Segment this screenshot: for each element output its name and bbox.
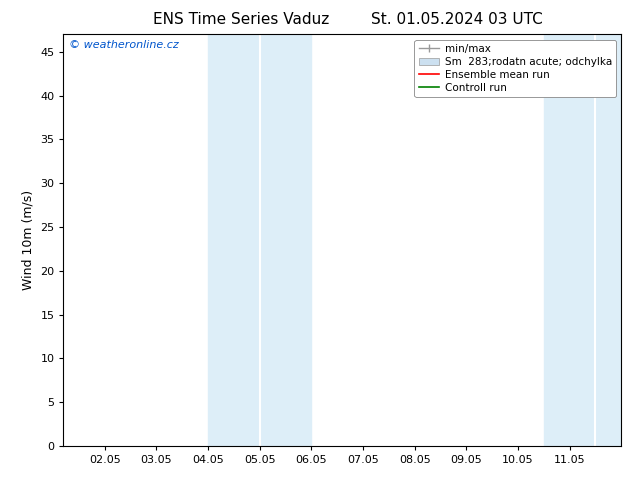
Legend: min/max, Sm  283;rodatn acute; odchylka, Ensemble mean run, Controll run: min/max, Sm 283;rodatn acute; odchylka, … (415, 40, 616, 97)
Text: St. 01.05.2024 03 UTC: St. 01.05.2024 03 UTC (371, 12, 542, 27)
Text: ENS Time Series Vaduz: ENS Time Series Vaduz (153, 12, 329, 27)
Text: © weatheronline.cz: © weatheronline.cz (69, 41, 179, 50)
Y-axis label: Wind 10m (m/s): Wind 10m (m/s) (22, 190, 35, 290)
Bar (208, 34, 311, 446)
Bar (544, 34, 624, 446)
